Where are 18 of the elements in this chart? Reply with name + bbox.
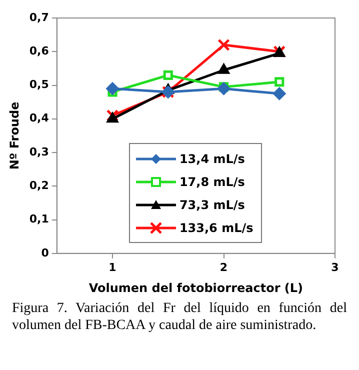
legend-label: 133,6 mL/s (179, 220, 254, 235)
legend-label: 17,8 mL/s (179, 174, 245, 189)
y-tick-label: 0 (41, 246, 50, 260)
y-tick-label: 0,2 (29, 179, 49, 192)
x-tick-label: 2 (220, 260, 228, 274)
y-tick-label: 0,7 (29, 10, 49, 24)
x-tick-label: 1 (108, 260, 116, 274)
y-tick-label: 0,4 (29, 112, 50, 125)
y-tick-label: 0,1 (29, 212, 49, 226)
y-tick-label: 0,5 (29, 78, 49, 92)
legend-label: 73,3 mL/s (179, 198, 245, 212)
y-tick-label: 0,6 (29, 44, 50, 58)
text: Figura 7. Variación del Fr del líquido en función del volumen del FB-BCAA y caudal de aire suministrado. (12, 300, 347, 334)
y-tick-label: 0,3 (29, 145, 49, 158)
x-axis-title: Volumen del fotobiorreactor (L) (88, 280, 304, 295)
x-tick-label: 3 (331, 260, 339, 274)
y-axis-title: Nº Froude (7, 102, 22, 170)
legend-label: 13,4 mL/s (179, 152, 245, 166)
